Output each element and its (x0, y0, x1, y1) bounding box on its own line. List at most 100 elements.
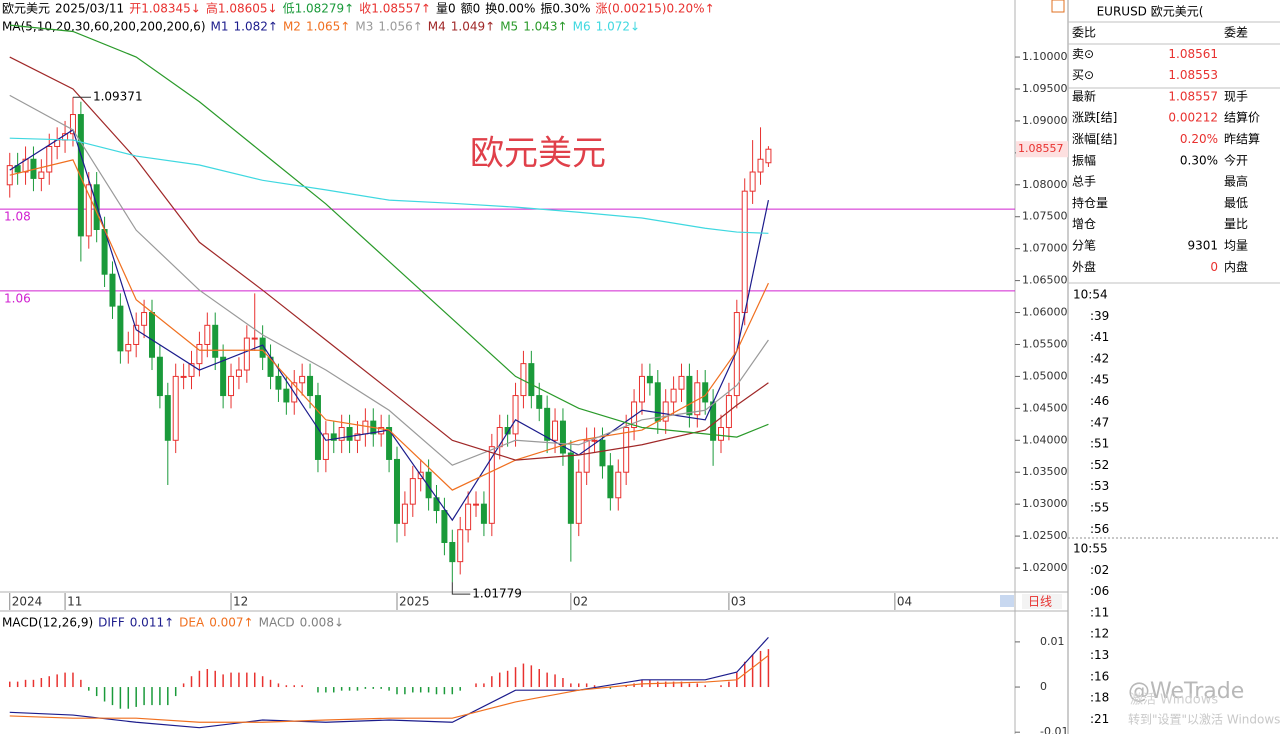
candle-body (196, 343, 203, 365)
candle-body (180, 375, 187, 378)
candle-body (156, 356, 163, 397)
ma-line (9, 159, 769, 491)
candle-body (251, 337, 258, 340)
candle-body (322, 433, 329, 460)
ma-legend-title: MA(5,10,20,30,60,200,200,200,6) (2, 20, 206, 34)
candle-body (646, 375, 653, 384)
tick-time: :53 (1090, 479, 1109, 493)
period-tab[interactable]: 日线 (1028, 595, 1052, 609)
quote-value: 0.30% (1180, 153, 1218, 167)
candle-body (567, 452, 574, 524)
candle-body (749, 171, 756, 192)
scroll-thumb[interactable] (1000, 595, 1014, 607)
candle-body (718, 427, 725, 441)
y-tick-label: 1.06000 (1022, 306, 1068, 319)
legend-value: 1.082↑ (234, 20, 278, 34)
x-tick-label: 2024 (12, 595, 43, 609)
candle-body (243, 337, 250, 371)
candle-body (228, 375, 235, 397)
quote-label: 最高 (1224, 174, 1248, 189)
macd-line (9, 636, 769, 729)
header-field: 振0.30% (540, 2, 590, 16)
side-title: EURUSD 欧元美元( (1097, 5, 1204, 19)
quote-value: 0.20% (1180, 132, 1218, 146)
y-tick-label: 1.09000 (1022, 114, 1068, 127)
legend-value: 1.049↑ (451, 20, 495, 34)
header-field: 高1.08605↓ (206, 1, 278, 16)
header-field: 涨(0.00215)0.20%↑ (595, 1, 714, 16)
tick-time: :02 (1090, 563, 1109, 577)
candle-body (22, 158, 29, 173)
candle-body (283, 388, 290, 403)
quote-value: 1.08553 (1168, 68, 1218, 82)
quote-value: 1.08561 (1168, 47, 1218, 61)
quote-label: 均量 (1224, 239, 1248, 253)
tick-time: :52 (1090, 458, 1109, 472)
y-tick-label: 0 (1040, 680, 1047, 693)
candle-body (552, 420, 559, 441)
legend-name: M5 (500, 20, 518, 34)
candle-body (69, 114, 76, 135)
header-field: 收1.08557↑ (359, 2, 431, 16)
period-tab-bg[interactable] (1022, 594, 1062, 609)
candle-body (212, 324, 219, 358)
legend-name: DEA (179, 616, 205, 630)
legend-name: MACD (259, 616, 295, 630)
candle-body (473, 503, 480, 506)
candle-body (125, 343, 132, 352)
candle-body (354, 433, 361, 441)
quote-value: 0.00212 (1168, 111, 1218, 125)
candle-body (409, 478, 416, 505)
quote-value: 9301 (1187, 239, 1218, 253)
legend-name: M1 (211, 20, 229, 34)
y-tick-label: 1.04000 (1022, 433, 1068, 446)
last-price-label: 1.08557 (1018, 142, 1064, 155)
quote-label: 外盘 (1072, 259, 1096, 274)
candle-body (449, 541, 456, 563)
tick-time: :06 (1090, 584, 1109, 598)
ma-line (9, 137, 769, 234)
quote-label: 最新 (1072, 88, 1096, 103)
tick-time: :39 (1090, 309, 1109, 323)
macd-title: MACD(12,26,9) (2, 616, 93, 630)
candle-body (670, 388, 677, 403)
candle-body (536, 395, 543, 409)
x-tick-label: 04 (897, 595, 912, 609)
candle-body (204, 324, 211, 345)
tick-time: :55 (1090, 501, 1109, 515)
y-tick-label: 1.03500 (1022, 465, 1068, 478)
candle-body (38, 171, 45, 179)
candle-body (109, 273, 116, 307)
candle-body (504, 427, 511, 435)
candle-body (401, 503, 408, 524)
candle-body (615, 471, 622, 499)
quote-value: 0 (1210, 260, 1218, 274)
y-tick-label: 1.05500 (1022, 337, 1068, 350)
candle-body (544, 407, 551, 441)
tick-time: :21 (1090, 712, 1109, 726)
x-tick-label: 02 (573, 595, 588, 609)
tick-time: 10:54 (1073, 288, 1108, 302)
candle-body (235, 369, 242, 377)
chart-title: 欧元美元 (470, 134, 606, 174)
quote-label: 总手 (1072, 175, 1096, 189)
candle-body (307, 375, 314, 397)
candle-body (393, 458, 400, 524)
candle-body (330, 433, 337, 441)
header-field: 量0 (436, 2, 456, 16)
candle-body (220, 356, 227, 397)
tick-time: :41 (1090, 330, 1109, 344)
x-tick-label: 11 (67, 595, 82, 609)
y-tick-label: 1.05000 (1022, 369, 1068, 382)
candle-body (141, 312, 148, 326)
candle-body (441, 510, 448, 543)
candle-body (457, 529, 464, 563)
quote-label: 振幅 (1072, 152, 1096, 167)
candle-body (765, 148, 772, 164)
y-tick-label: 0.01 (1040, 635, 1065, 648)
annotation-label: 1.01779 (472, 587, 522, 601)
y-tick-label: 1.09500 (1022, 82, 1068, 95)
window-icon[interactable] (1051, 0, 1065, 13)
